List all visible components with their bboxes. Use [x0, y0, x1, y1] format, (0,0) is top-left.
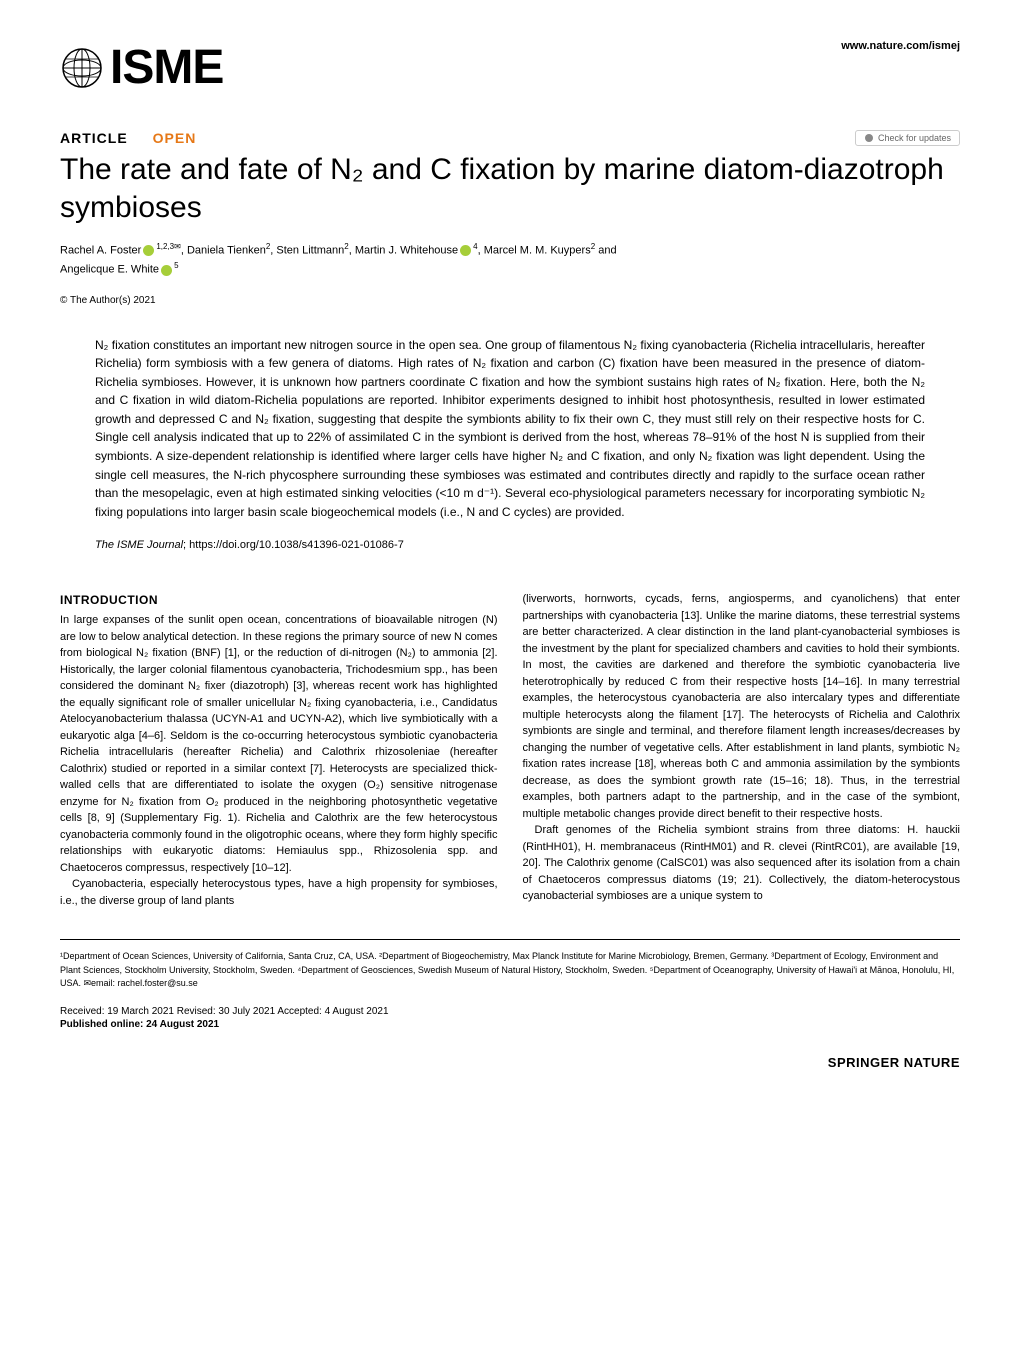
affiliations-text: ¹Department of Ocean Sciences, Universit…	[60, 939, 960, 991]
body-columns: INTRODUCTION In large expanses of the su…	[60, 591, 960, 909]
authors-list: Rachel A. Foster1,2,3✉, Daniela Tienken2…	[60, 241, 960, 280]
author-name: , Sten Littmann	[270, 245, 344, 257]
orcid-icon[interactable]	[460, 245, 471, 256]
author-affil: 5	[174, 261, 178, 270]
right-column: (liverworts, hornworts, cycads, ferns, a…	[523, 591, 961, 909]
article-type-row: ARTICLE OPEN Check for updates	[60, 130, 960, 146]
orcid-icon[interactable]	[143, 245, 154, 256]
author-name: , Daniela Tienken	[181, 245, 266, 257]
author-text: and	[595, 245, 616, 257]
abstract-text: N₂ fixation constitutes an important new…	[60, 336, 960, 522]
journal-name: The ISME Journal	[95, 539, 183, 551]
left-column: INTRODUCTION In large expanses of the su…	[60, 591, 498, 909]
author-affil: 1,2,3✉	[156, 242, 181, 251]
section-heading: INTRODUCTION	[60, 591, 498, 609]
body-paragraph: Draft genomes of the Richelia symbiont s…	[523, 822, 961, 905]
header-row: ISME www.nature.com/ismej	[60, 40, 960, 95]
check-updates-label: Check for updates	[878, 133, 951, 143]
publisher-footer: SPRINGER NATURE	[60, 1055, 960, 1070]
journal-doi: The ISME Journal; https://doi.org/10.103…	[60, 539, 960, 551]
open-access-label: OPEN	[153, 130, 197, 146]
author-name: , Marcel M. M. Kuypers	[478, 245, 591, 257]
journal-link[interactable]: www.nature.com/ismej	[841, 40, 960, 52]
article-title: The rate and fate of N₂ and C fixation b…	[60, 151, 960, 226]
logo-text: ISME	[110, 40, 223, 95]
article-labels: ARTICLE OPEN	[60, 130, 196, 146]
check-updates-icon	[864, 133, 874, 143]
author-name: , Martin J. Whitehouse	[349, 245, 458, 257]
copyright-text: © The Author(s) 2021	[60, 295, 960, 306]
body-paragraph: (liverworts, hornworts, cycads, ferns, a…	[523, 591, 961, 822]
article-type-label: ARTICLE	[60, 130, 128, 146]
globe-icon	[60, 46, 104, 90]
received-dates: Received: 19 March 2021 Revised: 30 July…	[60, 1006, 960, 1017]
body-paragraph: In large expanses of the sunlit open oce…	[60, 612, 498, 876]
body-paragraph: Cyanobacteria, especially heterocystous …	[60, 876, 498, 909]
check-updates-button[interactable]: Check for updates	[855, 130, 960, 146]
author-name: Rachel A. Foster	[60, 245, 141, 257]
author-name: Angelicque E. White	[60, 264, 159, 276]
doi-link[interactable]: ; https://doi.org/10.1038/s41396-021-010…	[183, 539, 404, 551]
orcid-icon[interactable]	[161, 265, 172, 276]
logo: ISME	[60, 40, 223, 95]
published-date: Published online: 24 August 2021	[60, 1019, 960, 1030]
